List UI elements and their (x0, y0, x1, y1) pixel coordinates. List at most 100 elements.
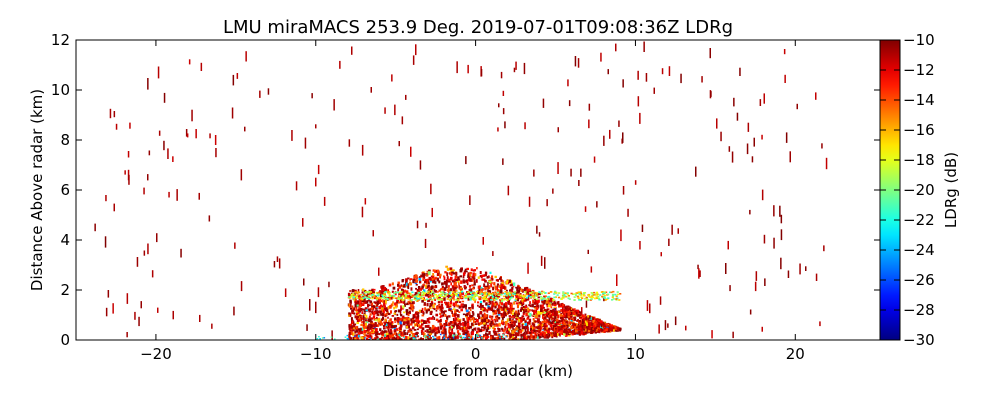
bright-band-pixel (497, 294, 500, 296)
echo-pixel (529, 301, 531, 305)
echo-pixel (390, 334, 393, 338)
echo-pixel (584, 320, 588, 323)
echo-pixel (356, 311, 358, 315)
echo-pixel (608, 328, 610, 332)
echo-pixel (476, 319, 479, 323)
echo-pixel (381, 285, 384, 290)
clutter-streak (315, 177, 317, 187)
echo-pixel (508, 328, 511, 332)
echo-pixel (492, 311, 495, 316)
clutter-streak (701, 76, 703, 83)
echo-pixel (367, 308, 371, 312)
echo-pixel (435, 285, 438, 289)
echo-pixel (552, 319, 555, 323)
low-level-pixel (384, 333, 386, 336)
bright-band-pixel (352, 296, 356, 299)
bright-band-pixel (588, 293, 591, 296)
echo-pixel (615, 327, 618, 331)
echo-pixel (396, 338, 399, 340)
bright-band-pixel (503, 298, 506, 301)
echo-pixel (444, 331, 447, 335)
echo-pixel (557, 319, 561, 323)
echo-pixel (570, 325, 574, 330)
echo-pixel (369, 308, 371, 312)
echo-pixel (399, 298, 403, 301)
echo-pixel (441, 286, 444, 288)
echo-pixel (379, 321, 383, 324)
echo-pixel (401, 334, 404, 336)
bright-band-pixel (384, 298, 387, 301)
echo-pixel (561, 321, 565, 325)
low-level-pixel (364, 337, 366, 339)
echo-pixel (413, 329, 417, 331)
clutter-streak (456, 61, 458, 74)
echo-pixel (568, 307, 572, 310)
bright-band-pixel (592, 296, 595, 299)
echo-pixel (409, 282, 412, 286)
echo-pixel (379, 311, 382, 314)
low-level-pixel (434, 338, 437, 340)
echo-pixel (388, 320, 391, 324)
bright-band-pixel (601, 295, 604, 298)
echo-pixel (573, 308, 576, 311)
echo-pixel (362, 295, 365, 298)
echo-pixel (563, 308, 565, 311)
x-tick-label: 0 (471, 345, 481, 363)
echo-pixel (448, 309, 451, 312)
clutter-streak (819, 321, 821, 327)
echo-pixel (382, 334, 385, 337)
echo-pixel (372, 311, 376, 316)
echo-pixel (565, 305, 569, 309)
echo-pixel (381, 308, 384, 312)
echo-pixel (461, 300, 465, 303)
echo-pixel (379, 328, 382, 331)
clutter-streak (497, 127, 499, 132)
echo-pixel (528, 335, 531, 339)
clutter-streak (303, 278, 305, 286)
echo-pixel (501, 307, 504, 312)
echo-pixel (567, 328, 570, 331)
echo-pixel (363, 334, 366, 337)
echo-pixel (525, 312, 528, 317)
echo-pixel (437, 269, 440, 274)
clutter-streak (763, 93, 765, 104)
echo-pixel (575, 311, 578, 315)
echo-pixel (466, 292, 469, 296)
echo-pixel (544, 316, 547, 320)
echo-pixel (481, 278, 484, 281)
echo-pixel (374, 322, 377, 326)
echo-pixel (494, 324, 497, 327)
echo-pixel (481, 304, 484, 308)
echo-pixel (456, 319, 459, 322)
echo-pixel (354, 315, 357, 319)
low-level-pixel (330, 336, 333, 338)
echo-pixel (539, 332, 542, 336)
echo-pixel (471, 315, 474, 319)
bright-band-pixel (579, 291, 582, 293)
echo-pixel (415, 279, 419, 283)
clutter-streak (168, 191, 170, 198)
clutter-streak (500, 71, 503, 79)
echo-pixel (523, 309, 525, 312)
echo-pixel (574, 329, 578, 333)
echo-pixel (459, 288, 463, 291)
echo-pixel (600, 329, 604, 332)
echo-pixel (562, 314, 564, 318)
echo-pixel (609, 327, 612, 332)
low-level-pixel (502, 334, 505, 336)
echo-pixel (476, 267, 478, 270)
echo-pixel (514, 310, 517, 315)
bright-band-pixel (534, 295, 537, 297)
echo-pixel (520, 309, 522, 312)
echo-pixel (385, 313, 388, 316)
echo-pixel (454, 312, 457, 316)
bright-band-pixel (350, 293, 353, 296)
echo-pixel (376, 336, 379, 339)
echo-pixel (362, 320, 365, 325)
echo-pixel (429, 280, 432, 283)
echo-pixel (410, 287, 413, 291)
echo-pixel (546, 335, 549, 339)
echo-pixel (405, 290, 409, 294)
bright-band-pixel (615, 295, 618, 298)
echo-pixel (541, 324, 544, 327)
